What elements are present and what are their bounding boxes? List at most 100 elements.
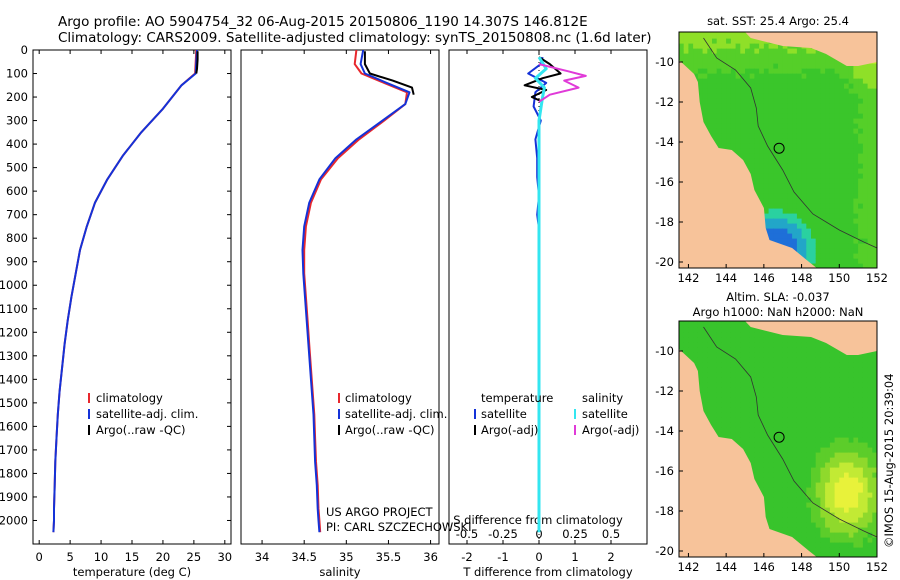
- map-cell: [801, 457, 807, 463]
- map-cell: [768, 447, 774, 453]
- lat-tick-label: -14: [655, 135, 674, 149]
- map-cell: [834, 462, 840, 468]
- map-cell: [778, 417, 784, 423]
- map-cell: [853, 397, 859, 403]
- map-cell: [787, 397, 793, 403]
- map-cell: [839, 123, 845, 129]
- map-cell: [796, 427, 803, 433]
- map-cell: [759, 188, 765, 194]
- map-cell: [707, 128, 713, 134]
- map-cell: [853, 442, 859, 448]
- map-cell: [759, 332, 765, 338]
- map-cell: [853, 158, 859, 164]
- map-cell: [796, 108, 803, 114]
- map-cell: [707, 372, 713, 378]
- map-cell: [768, 108, 774, 114]
- map-cell: [825, 542, 831, 548]
- map-cell: [759, 327, 765, 333]
- map-cell: [782, 472, 788, 478]
- map-cell: [829, 417, 836, 423]
- y-tick-label: 0: [21, 43, 28, 57]
- map-cell: [707, 392, 713, 398]
- map-cell: [844, 153, 850, 159]
- map-cell: [730, 392, 737, 398]
- map-cell: [806, 457, 812, 463]
- map-cell: [834, 143, 840, 149]
- map-cell: [796, 512, 803, 518]
- map-cell: [787, 158, 793, 164]
- map-cell: [853, 457, 859, 463]
- map-cell: [858, 213, 864, 219]
- map-cell: [815, 253, 821, 259]
- map-cell: [773, 402, 779, 408]
- map-cell: [872, 442, 877, 448]
- map-cell: [730, 417, 737, 423]
- map-cell: [862, 377, 869, 383]
- map-cell: [740, 88, 746, 94]
- map-cell: [867, 173, 873, 179]
- map-cell: [792, 402, 798, 408]
- map-cell: [829, 502, 836, 508]
- map-cell: [782, 108, 788, 114]
- map-cell: [778, 148, 784, 154]
- map-cell: [820, 168, 826, 174]
- map-cell: [858, 552, 864, 557]
- map-cell: [862, 98, 869, 104]
- map-cell: [862, 133, 869, 139]
- lat-tick-label: -10: [655, 55, 674, 69]
- map-cell: [782, 467, 788, 473]
- map-cell: [782, 183, 788, 189]
- map-cell: [839, 98, 845, 104]
- map-cell: [749, 337, 755, 343]
- map-cell: [716, 98, 722, 104]
- map-cell: [759, 173, 765, 179]
- map-cell: [763, 68, 770, 74]
- map-cell: [721, 53, 727, 59]
- map-cell: [763, 188, 770, 194]
- map-cell: [801, 422, 807, 428]
- map-cell: [867, 432, 873, 438]
- map-cell: [858, 387, 864, 393]
- map-cell: [763, 178, 770, 184]
- map-cell: [754, 63, 760, 69]
- map-cell: [707, 32, 713, 34]
- map-cell: [735, 432, 741, 438]
- map-cell: [754, 173, 760, 179]
- map-cell: [820, 397, 826, 403]
- map-cell: [796, 417, 803, 423]
- map-cell: [811, 193, 817, 199]
- map-cell: [834, 248, 840, 254]
- map-cell: [825, 462, 831, 468]
- map-cell: [796, 337, 803, 343]
- map-cell: [820, 507, 826, 513]
- map-cell: [820, 382, 826, 388]
- map-cell: [763, 337, 770, 343]
- map-cell: [801, 387, 807, 393]
- map-cell: [872, 83, 877, 89]
- map-cell: [702, 73, 708, 79]
- map-cell: [829, 547, 836, 553]
- map-cell: [806, 168, 812, 174]
- map-cell: [839, 457, 845, 463]
- map-cell: [749, 342, 755, 348]
- map-cell: [858, 93, 864, 99]
- map-cell: [778, 173, 784, 179]
- map-cell: [773, 148, 779, 154]
- map-cell: [707, 397, 713, 403]
- s-tick-label: -0.25: [488, 527, 518, 541]
- map-cell: [801, 238, 807, 244]
- map-cell: [806, 118, 812, 124]
- map-cell: [782, 193, 788, 199]
- map-cell: [679, 322, 685, 328]
- map-cell: [834, 417, 840, 423]
- map-cell: [867, 527, 873, 533]
- map-cell: [792, 442, 798, 448]
- map-cell: [721, 382, 727, 388]
- map-cell: [773, 173, 779, 179]
- map-cell: [853, 88, 859, 94]
- map-cell: [858, 123, 864, 129]
- map-cell: [768, 48, 774, 54]
- map-cell: [839, 392, 845, 398]
- map-cell: [820, 238, 826, 244]
- y-tick-label: 1800: [0, 466, 28, 480]
